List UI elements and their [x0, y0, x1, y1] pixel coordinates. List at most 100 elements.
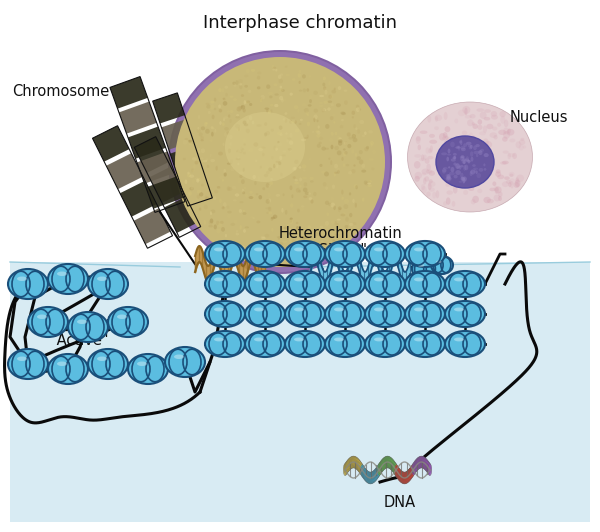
Ellipse shape: [364, 147, 368, 152]
Ellipse shape: [467, 119, 473, 126]
Ellipse shape: [484, 109, 491, 113]
Ellipse shape: [298, 231, 301, 234]
Ellipse shape: [223, 118, 225, 121]
Ellipse shape: [334, 172, 336, 177]
Ellipse shape: [352, 198, 355, 203]
Ellipse shape: [425, 159, 430, 164]
Ellipse shape: [427, 115, 431, 123]
Ellipse shape: [383, 456, 388, 469]
Ellipse shape: [326, 212, 329, 216]
Ellipse shape: [299, 185, 302, 188]
Ellipse shape: [334, 121, 335, 123]
Ellipse shape: [353, 164, 356, 167]
Ellipse shape: [187, 173, 191, 177]
Ellipse shape: [421, 184, 425, 190]
Ellipse shape: [196, 198, 199, 202]
Ellipse shape: [500, 116, 505, 124]
Ellipse shape: [273, 215, 277, 219]
Ellipse shape: [278, 79, 283, 84]
Ellipse shape: [322, 82, 325, 86]
Ellipse shape: [466, 156, 469, 162]
Ellipse shape: [210, 101, 214, 104]
Ellipse shape: [485, 147, 490, 155]
Ellipse shape: [470, 171, 473, 176]
Ellipse shape: [436, 156, 443, 163]
Ellipse shape: [325, 301, 365, 327]
Ellipse shape: [268, 193, 271, 197]
Ellipse shape: [190, 187, 194, 190]
Ellipse shape: [256, 221, 260, 223]
Ellipse shape: [253, 142, 258, 147]
Ellipse shape: [218, 104, 221, 109]
Ellipse shape: [454, 119, 458, 123]
Ellipse shape: [494, 194, 500, 202]
Ellipse shape: [239, 149, 243, 153]
Ellipse shape: [481, 161, 487, 167]
Ellipse shape: [253, 250, 257, 254]
Ellipse shape: [412, 462, 416, 474]
Ellipse shape: [249, 148, 253, 152]
Ellipse shape: [210, 126, 214, 129]
Ellipse shape: [371, 168, 374, 170]
Ellipse shape: [271, 217, 273, 221]
Ellipse shape: [341, 189, 344, 195]
Ellipse shape: [429, 134, 435, 138]
Polygon shape: [179, 172, 211, 202]
Ellipse shape: [449, 172, 455, 176]
Ellipse shape: [320, 226, 323, 228]
Ellipse shape: [252, 194, 255, 199]
Ellipse shape: [460, 174, 463, 178]
Ellipse shape: [331, 90, 336, 94]
Ellipse shape: [476, 145, 480, 153]
Ellipse shape: [405, 301, 445, 327]
Ellipse shape: [244, 74, 248, 77]
Ellipse shape: [394, 463, 398, 476]
Ellipse shape: [439, 133, 446, 141]
Ellipse shape: [362, 197, 364, 202]
Ellipse shape: [293, 176, 296, 179]
Ellipse shape: [355, 457, 358, 469]
Ellipse shape: [443, 201, 447, 206]
Ellipse shape: [194, 161, 199, 164]
Ellipse shape: [319, 164, 323, 167]
Ellipse shape: [281, 89, 285, 92]
Ellipse shape: [331, 145, 334, 149]
Ellipse shape: [269, 181, 273, 185]
Ellipse shape: [506, 129, 514, 136]
Ellipse shape: [475, 148, 482, 153]
Ellipse shape: [128, 354, 168, 384]
Ellipse shape: [358, 108, 361, 111]
Ellipse shape: [253, 242, 257, 245]
Ellipse shape: [471, 199, 476, 204]
Ellipse shape: [389, 458, 394, 470]
Ellipse shape: [518, 145, 524, 151]
Ellipse shape: [262, 146, 266, 149]
Ellipse shape: [464, 159, 469, 161]
Ellipse shape: [210, 211, 212, 215]
Ellipse shape: [484, 117, 490, 121]
Ellipse shape: [390, 459, 394, 471]
Ellipse shape: [358, 461, 362, 473]
Ellipse shape: [502, 137, 508, 142]
Ellipse shape: [474, 168, 476, 173]
Ellipse shape: [467, 160, 471, 163]
Ellipse shape: [245, 129, 250, 133]
Ellipse shape: [345, 217, 349, 222]
Ellipse shape: [211, 127, 215, 129]
Ellipse shape: [463, 169, 467, 176]
Ellipse shape: [238, 79, 243, 84]
Ellipse shape: [199, 132, 203, 137]
Ellipse shape: [272, 163, 276, 167]
Ellipse shape: [205, 301, 245, 327]
Ellipse shape: [470, 165, 476, 172]
Ellipse shape: [196, 179, 199, 182]
Ellipse shape: [201, 184, 203, 187]
Ellipse shape: [281, 98, 286, 102]
Ellipse shape: [280, 86, 282, 88]
Ellipse shape: [412, 463, 416, 475]
Ellipse shape: [499, 111, 506, 117]
Ellipse shape: [268, 248, 271, 251]
Ellipse shape: [200, 136, 204, 140]
Ellipse shape: [365, 470, 368, 482]
Ellipse shape: [462, 177, 467, 181]
